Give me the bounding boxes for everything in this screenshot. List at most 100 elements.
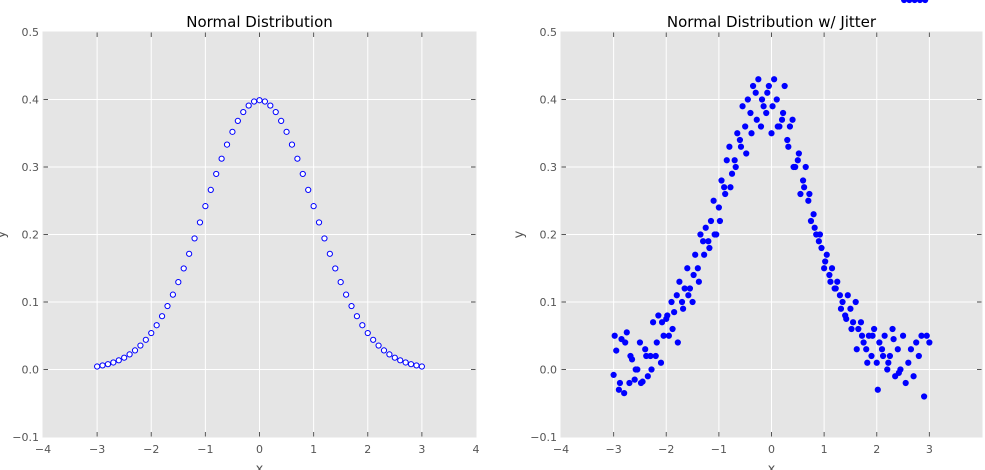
data-point [905, 359, 912, 366]
data-point [823, 251, 830, 258]
data-point [694, 265, 701, 272]
x-tick-label: −4 [35, 443, 51, 456]
data-point [923, 332, 930, 339]
data-point [874, 386, 881, 393]
data-point [784, 136, 791, 144]
data-point [191, 235, 198, 242]
data-point [402, 359, 409, 366]
x-tick-label: 0 [256, 443, 263, 456]
data-point [744, 96, 751, 103]
data-point [665, 332, 672, 339]
chart-title: Normal Distribution [186, 13, 333, 31]
data-point [890, 336, 897, 343]
data-point [785, 143, 792, 150]
data-point [779, 109, 787, 117]
data-point [895, 369, 902, 376]
data-point [763, 109, 770, 117]
data-point [669, 325, 676, 333]
y-tick-label: 0.3 [540, 161, 558, 174]
data-point [618, 336, 625, 343]
data-point [834, 278, 841, 285]
data-point [267, 102, 274, 109]
data-point [818, 244, 825, 252]
x-tick-label: −2 [658, 443, 674, 456]
x-tick-label: 4 [473, 443, 480, 456]
data-point [636, 339, 644, 346]
x-tick-label: −3 [606, 443, 622, 456]
data-point [207, 186, 214, 193]
data-point [736, 136, 744, 144]
data-point [660, 332, 667, 339]
data-point [337, 278, 344, 286]
data-point [180, 265, 187, 272]
data-point [758, 96, 766, 103]
data-point [705, 238, 712, 245]
data-point [648, 366, 655, 373]
data-point [299, 170, 306, 178]
data-point [858, 332, 866, 339]
data-point [922, 0, 929, 4]
data-point [827, 278, 834, 285]
data-point [229, 128, 236, 135]
data-point [728, 170, 736, 177]
data-point [272, 108, 279, 116]
y-tick-label: 0.0 [22, 364, 40, 377]
data-point [283, 128, 290, 135]
x-tick-label: 1 [310, 443, 317, 456]
data-point [773, 96, 780, 103]
data-point [218, 155, 225, 162]
data-point [196, 219, 204, 226]
data-point [673, 292, 680, 299]
data-point [153, 322, 160, 329]
data-point [716, 217, 724, 225]
data-point [873, 359, 880, 366]
data-point [868, 352, 875, 360]
x-tick-label: 3 [926, 443, 933, 456]
data-point [743, 150, 750, 157]
data-point [305, 186, 312, 193]
data-point [418, 363, 425, 370]
data-point [676, 278, 683, 285]
data-point [765, 82, 772, 90]
y-tick-label: 0.1 [22, 296, 40, 309]
plot-frame [42, 31, 477, 438]
data-point [781, 82, 788, 90]
data-point [686, 285, 694, 292]
data-point [689, 298, 696, 306]
data-point [110, 359, 117, 366]
y-tick-label: 0.4 [540, 94, 558, 107]
data-point [901, 0, 908, 4]
data-point [632, 366, 639, 373]
data-point [681, 285, 688, 292]
y-tick-label: 0.4 [22, 94, 40, 107]
data-point [643, 352, 650, 360]
data-point [843, 315, 850, 322]
data-point [164, 302, 171, 310]
data-point [807, 217, 815, 225]
x-tick-label: 0 [768, 443, 775, 456]
data-point [926, 339, 933, 346]
y-tick-label: 0.5 [22, 26, 40, 39]
y-tick-label: 0.3 [22, 161, 40, 174]
y-tick-label: 0.5 [540, 26, 558, 39]
data-point [380, 347, 388, 354]
data-point [674, 339, 681, 346]
data-point [860, 339, 867, 346]
data-point [148, 329, 155, 337]
data-point [631, 376, 638, 383]
data-point [852, 298, 859, 306]
data-point [879, 352, 887, 360]
data-point [326, 250, 333, 257]
data-point [99, 362, 106, 369]
data-point [121, 354, 128, 361]
data-point [881, 332, 888, 339]
data-point [637, 379, 645, 387]
data-point [359, 322, 366, 329]
data-point [832, 285, 839, 292]
data-point [137, 342, 144, 349]
data-point [915, 352, 922, 360]
x-tick-label: 3 [418, 443, 425, 456]
data-point [722, 190, 729, 198]
